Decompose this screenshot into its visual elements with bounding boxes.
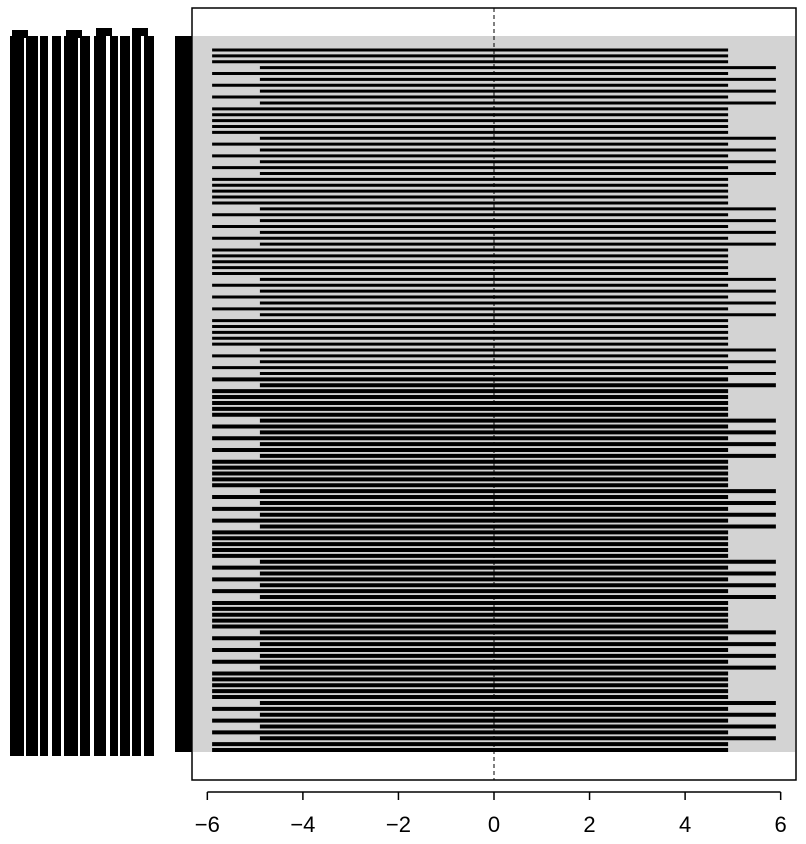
x-tick-label: 2 <box>583 812 595 837</box>
x-tick-label: 4 <box>679 812 691 837</box>
x-axis: −6 −4 −2 0 2 4 6 <box>195 791 787 837</box>
confidence-intervals <box>212 48 776 752</box>
row-label-glyph <box>96 28 112 36</box>
row-label-column <box>132 36 141 756</box>
row-label-column <box>64 36 78 756</box>
row-label-column <box>80 36 90 756</box>
row-label-column <box>144 36 154 756</box>
row-label-column <box>10 36 24 756</box>
row-label-glyph <box>132 28 148 36</box>
row-label-column <box>110 36 118 756</box>
row-label-column <box>40 36 48 756</box>
x-tick-label: −6 <box>195 812 220 837</box>
row-label-band <box>10 28 154 756</box>
x-tick-label: −4 <box>290 812 315 837</box>
row-label-glyph <box>66 30 82 38</box>
x-tick-label: −2 <box>386 812 411 837</box>
x-tick-label: 6 <box>775 812 787 837</box>
x-tick-label: 0 <box>488 812 500 837</box>
row-label-column <box>94 36 106 756</box>
row-label-column <box>52 36 61 756</box>
row-label-column <box>26 36 38 756</box>
row-label-glyph <box>12 30 28 38</box>
row-label-column <box>120 36 130 756</box>
label-strip <box>175 36 193 752</box>
